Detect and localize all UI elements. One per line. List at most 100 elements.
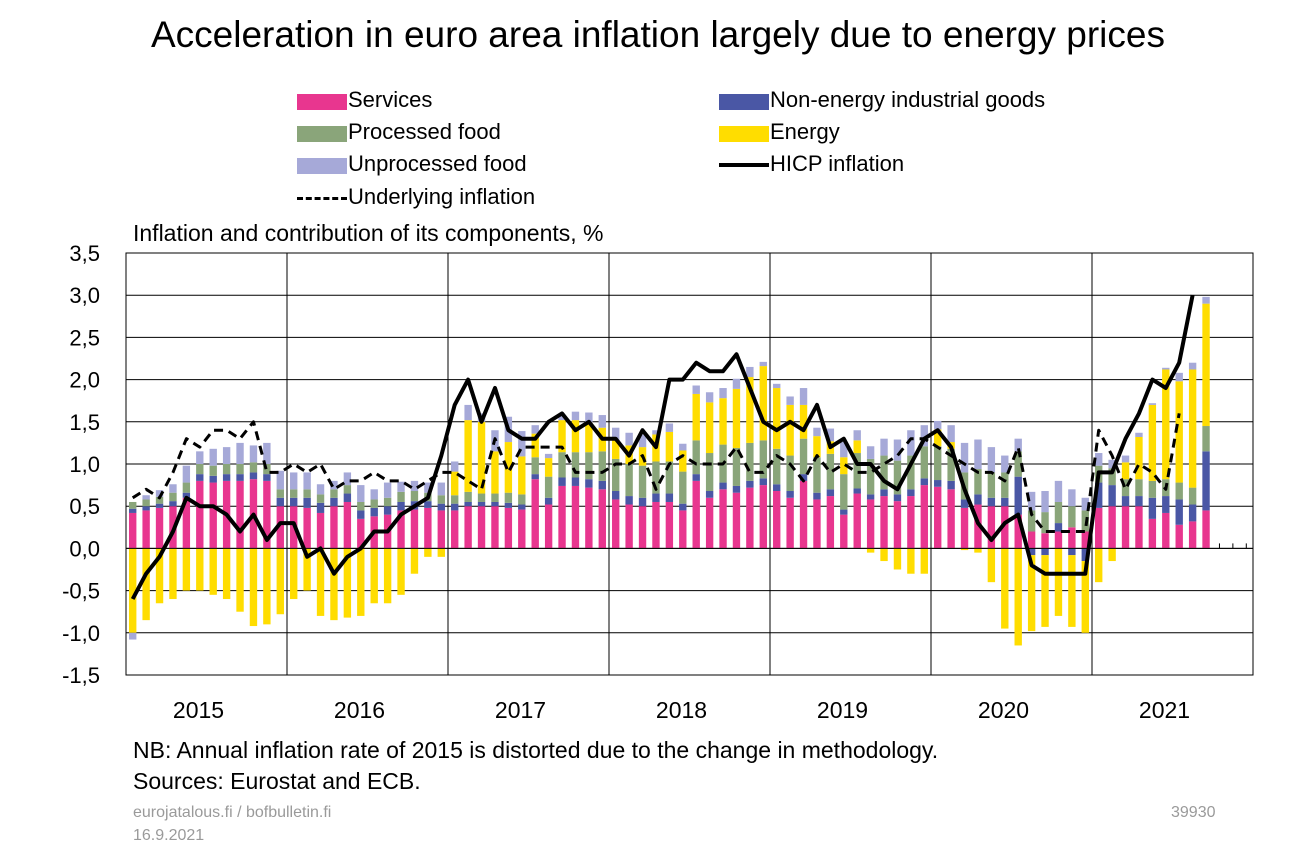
bar-segment — [196, 480, 204, 549]
bar-segment — [1202, 451, 1210, 511]
bar-segment — [679, 471, 687, 504]
bar-segment — [330, 497, 338, 507]
bar-segment — [491, 501, 499, 507]
bar-segment — [1001, 455, 1009, 473]
bar-segment — [1148, 480, 1157, 498]
bar-segment — [773, 383, 781, 389]
bar-segment — [464, 501, 472, 507]
bar-segment — [129, 632, 137, 640]
bar-segment — [920, 485, 928, 549]
bar-segment — [370, 489, 378, 500]
bar-segment — [866, 446, 875, 459]
bar-segment — [652, 493, 660, 502]
bar-segment — [853, 430, 861, 441]
bar-segment — [907, 455, 915, 490]
bar-segment — [343, 472, 352, 486]
bar-segment — [652, 430, 660, 435]
bar-segment — [692, 440, 700, 475]
chart-subtitle: Inflation and contribution of its compon… — [133, 220, 604, 246]
bar-segment — [934, 420, 942, 430]
bar-segment — [383, 506, 392, 515]
bar-segment — [182, 548, 191, 591]
bar-segment — [786, 497, 794, 549]
bar-segment — [960, 442, 969, 473]
bar-segment — [263, 474, 271, 481]
bar-segment — [880, 455, 888, 490]
bar-segment — [960, 499, 969, 508]
bar-segment — [424, 548, 432, 557]
bar-segment — [1108, 485, 1116, 507]
bar-segment — [410, 491, 419, 502]
bar-segment — [705, 497, 714, 549]
bar-segment — [397, 491, 405, 502]
bar-segment — [732, 485, 741, 493]
bar-segment — [612, 440, 620, 459]
bar-segment — [1027, 555, 1036, 632]
bar-segment — [813, 436, 821, 458]
bar-segment — [276, 497, 284, 507]
bar-segment — [209, 465, 217, 476]
bar-segment — [705, 491, 714, 498]
bar-segment — [866, 458, 875, 495]
bar-segment — [142, 510, 150, 549]
bar-segment — [370, 507, 378, 517]
bar-segment — [571, 477, 580, 486]
bar-segment — [424, 507, 432, 549]
bar-segment — [947, 480, 955, 490]
bar-segment — [665, 461, 674, 494]
bar-segment — [732, 447, 741, 486]
bar-segment — [612, 458, 620, 492]
bar-segment — [1081, 561, 1089, 633]
bar-segment — [290, 497, 298, 507]
bar-segment — [1188, 362, 1197, 370]
bar-segment — [1081, 497, 1089, 511]
bar-segment — [142, 548, 150, 621]
y-tick-label: 1,0 — [69, 452, 100, 477]
bar-segment — [893, 460, 902, 495]
bar-segment — [638, 497, 647, 507]
bar-segment — [1188, 369, 1197, 488]
bar-segment — [1162, 496, 1170, 513]
bar-segment — [142, 495, 150, 500]
bar-segment — [746, 366, 754, 378]
footer-code: 39930 — [1171, 804, 1216, 821]
bar-segment — [799, 404, 808, 439]
y-tick-label: 3,5 — [69, 241, 100, 266]
y-tick-label: 3,0 — [69, 283, 100, 308]
bar-segment — [410, 509, 419, 549]
bar-segment — [585, 487, 593, 549]
bar-segment — [799, 388, 808, 405]
bar-segment — [477, 421, 486, 494]
bar-segment — [263, 464, 271, 475]
bar-segment — [571, 420, 580, 453]
bar-segment — [196, 464, 204, 475]
bar-segment — [759, 361, 767, 367]
bar-segment — [974, 439, 982, 470]
bar-segment — [1108, 468, 1116, 486]
bar-segment — [612, 427, 620, 441]
bar-segment — [383, 497, 392, 507]
bar-segment — [746, 442, 754, 481]
bar-segment — [316, 484, 325, 495]
bar-segment — [692, 474, 700, 481]
bar-segment — [907, 548, 915, 574]
bar-segment — [222, 548, 231, 600]
bar-segment — [585, 422, 593, 453]
bar-segment — [196, 451, 204, 464]
bar-segment — [585, 479, 593, 488]
y-tick-label: 1,5 — [69, 410, 100, 435]
bar-segment — [1175, 381, 1183, 483]
bars — [129, 296, 1210, 646]
bar-segment — [1054, 548, 1063, 616]
bar-segment — [907, 430, 915, 456]
bar-segment — [571, 452, 580, 478]
bar-segment — [343, 501, 352, 549]
bar-segment — [893, 548, 902, 570]
bar-segment — [1001, 506, 1009, 549]
y-tick-label: 2,5 — [69, 325, 100, 350]
y-tick-label: -1,5 — [62, 663, 100, 688]
bar-segment — [558, 485, 566, 549]
bar-segment — [518, 431, 526, 457]
bar-segment — [598, 480, 606, 490]
bar-segment — [142, 506, 150, 511]
